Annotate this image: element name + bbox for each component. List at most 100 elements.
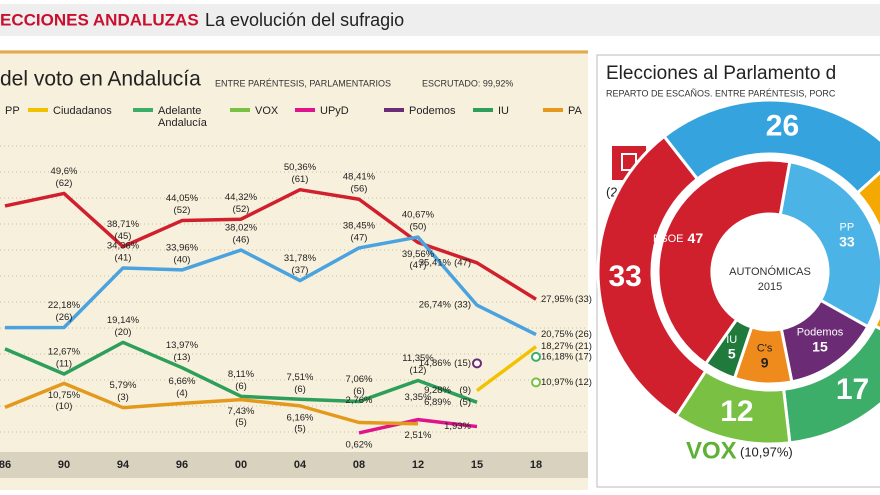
seat-label: (33) <box>454 300 471 311</box>
vox-logo: VOX <box>686 437 737 464</box>
value-label: 10,75% <box>48 390 81 401</box>
value-label: 20,75% <box>541 329 574 340</box>
legend-swatch <box>28 108 48 112</box>
value-label: 16,18% <box>541 351 574 362</box>
segment-value: 26 <box>766 109 799 142</box>
vox-share: (10,97%) <box>740 444 793 459</box>
value-label: 38,45% <box>343 220 376 231</box>
header-title: ECCIONES ANDALUZAS <box>0 10 199 29</box>
donut-segment <box>596 134 708 419</box>
value-label: 38,71% <box>107 219 140 230</box>
legend-label: Ciudadanos <box>53 105 112 117</box>
seat-label: (61) <box>292 174 309 185</box>
value-label: 48,41% <box>343 172 376 183</box>
legend-swatch <box>473 108 493 112</box>
seat-label: (11) <box>56 359 72 370</box>
segment-value: 47 <box>688 230 704 246</box>
value-label: 26,74% <box>419 300 452 311</box>
seat-label: (26) <box>575 329 592 340</box>
segment-name: PP <box>840 222 855 234</box>
value-label: 50,36% <box>284 162 317 173</box>
chart-subtitle: ENTRE PARÉNTESIS, PARLAMENTARIOS <box>215 78 391 88</box>
seat-label: (6) <box>294 384 306 395</box>
value-label: 6,66% <box>169 376 196 387</box>
x-tick-label: 90 <box>58 459 70 471</box>
donut-segment <box>656 158 792 366</box>
segment-value: 5 <box>728 346 736 362</box>
value-label: 22,18% <box>48 300 81 311</box>
seat-label: (52) <box>233 204 250 215</box>
x-tick-label: 08 <box>353 459 365 471</box>
series-line <box>4 187 537 301</box>
donut-segment <box>703 317 754 381</box>
seat-label: (12) <box>410 365 427 376</box>
x-tick-label: 94 <box>117 459 130 471</box>
seat-label: (6) <box>353 386 365 397</box>
x-tick-label: 15 <box>471 459 483 471</box>
value-label: 44,32% <box>225 192 258 203</box>
value-label: 9,28% <box>424 385 451 396</box>
segment-value: 33 <box>608 260 641 293</box>
segment-name: IU <box>726 334 737 346</box>
legend-swatch <box>230 108 250 112</box>
seat-label: (15) <box>454 358 471 369</box>
legend-label: UPyD <box>320 105 349 117</box>
series-line <box>358 417 478 435</box>
center-label: AUTONÓMICAS <box>729 265 811 278</box>
x-tick-label: 18 <box>530 459 542 471</box>
donut-segment <box>778 160 880 329</box>
value-label: 14,86% <box>419 358 452 369</box>
value-label: 27,95% <box>541 294 574 305</box>
value-label: 33,96% <box>166 242 199 253</box>
segment-name: C's <box>757 343 773 355</box>
legend-label: PA <box>568 105 582 117</box>
header-bar <box>0 4 880 36</box>
legend-swatch <box>384 108 404 112</box>
segment-value: 12 <box>720 395 753 428</box>
value-label: 34,36% <box>107 240 140 251</box>
seat-label: (5) <box>235 417 247 428</box>
value-label: 3,35% <box>405 392 432 403</box>
seat-label: (6) <box>235 381 247 392</box>
value-label: 38,02% <box>225 223 258 234</box>
legend-label: VOX <box>255 105 279 117</box>
seat-label: (37) <box>292 265 309 276</box>
seat-label: (62) <box>56 178 73 189</box>
value-label: 13,97% <box>166 340 199 351</box>
value-label: 2,76% <box>346 395 373 406</box>
seat-label: (50) <box>410 222 427 233</box>
value-label: 8,11% <box>228 369 255 380</box>
series-point <box>531 351 541 362</box>
value-label: 0,62% <box>346 439 373 450</box>
seat-label: (52) <box>174 205 191 216</box>
series-point <box>531 377 541 388</box>
legend-label: IU <box>498 105 509 117</box>
chart-note: ESCRUTADO: 99,92% <box>422 78 513 88</box>
value-label: 12,67% <box>48 347 81 358</box>
x-tick-label: 86 <box>0 459 11 471</box>
center-sublabel: 2015 <box>758 281 782 293</box>
value-label: 19,14% <box>107 315 140 326</box>
series-line <box>4 340 478 404</box>
legend-label: Adelante Andalucía <box>158 105 207 129</box>
legend-swatch <box>295 108 315 112</box>
value-label: 2,51% <box>405 430 432 441</box>
chart-title: del voto en Andalucía <box>0 68 201 91</box>
seat-label: (47) <box>351 232 368 243</box>
header-subtitle: La evolución del sufragio <box>205 10 404 30</box>
seat-label: (40) <box>174 254 191 265</box>
value-label: 7,51% <box>287 372 314 383</box>
value-label: 44,05% <box>166 193 199 204</box>
seat-label: (56) <box>351 184 368 195</box>
value-label: 31,78% <box>284 253 317 264</box>
value-label: 1,93% <box>444 421 471 432</box>
series-line <box>4 235 537 337</box>
value-label: 39,56% <box>402 249 435 260</box>
seat-label: (13) <box>174 352 191 363</box>
seat-label: (20) <box>115 327 132 338</box>
donut-subtitle: REPARTO DE ESCAÑOS. ENTRE PARÉNTESIS, PO… <box>606 88 836 98</box>
segment-value: 33 <box>839 233 855 249</box>
series-line <box>475 345 538 393</box>
